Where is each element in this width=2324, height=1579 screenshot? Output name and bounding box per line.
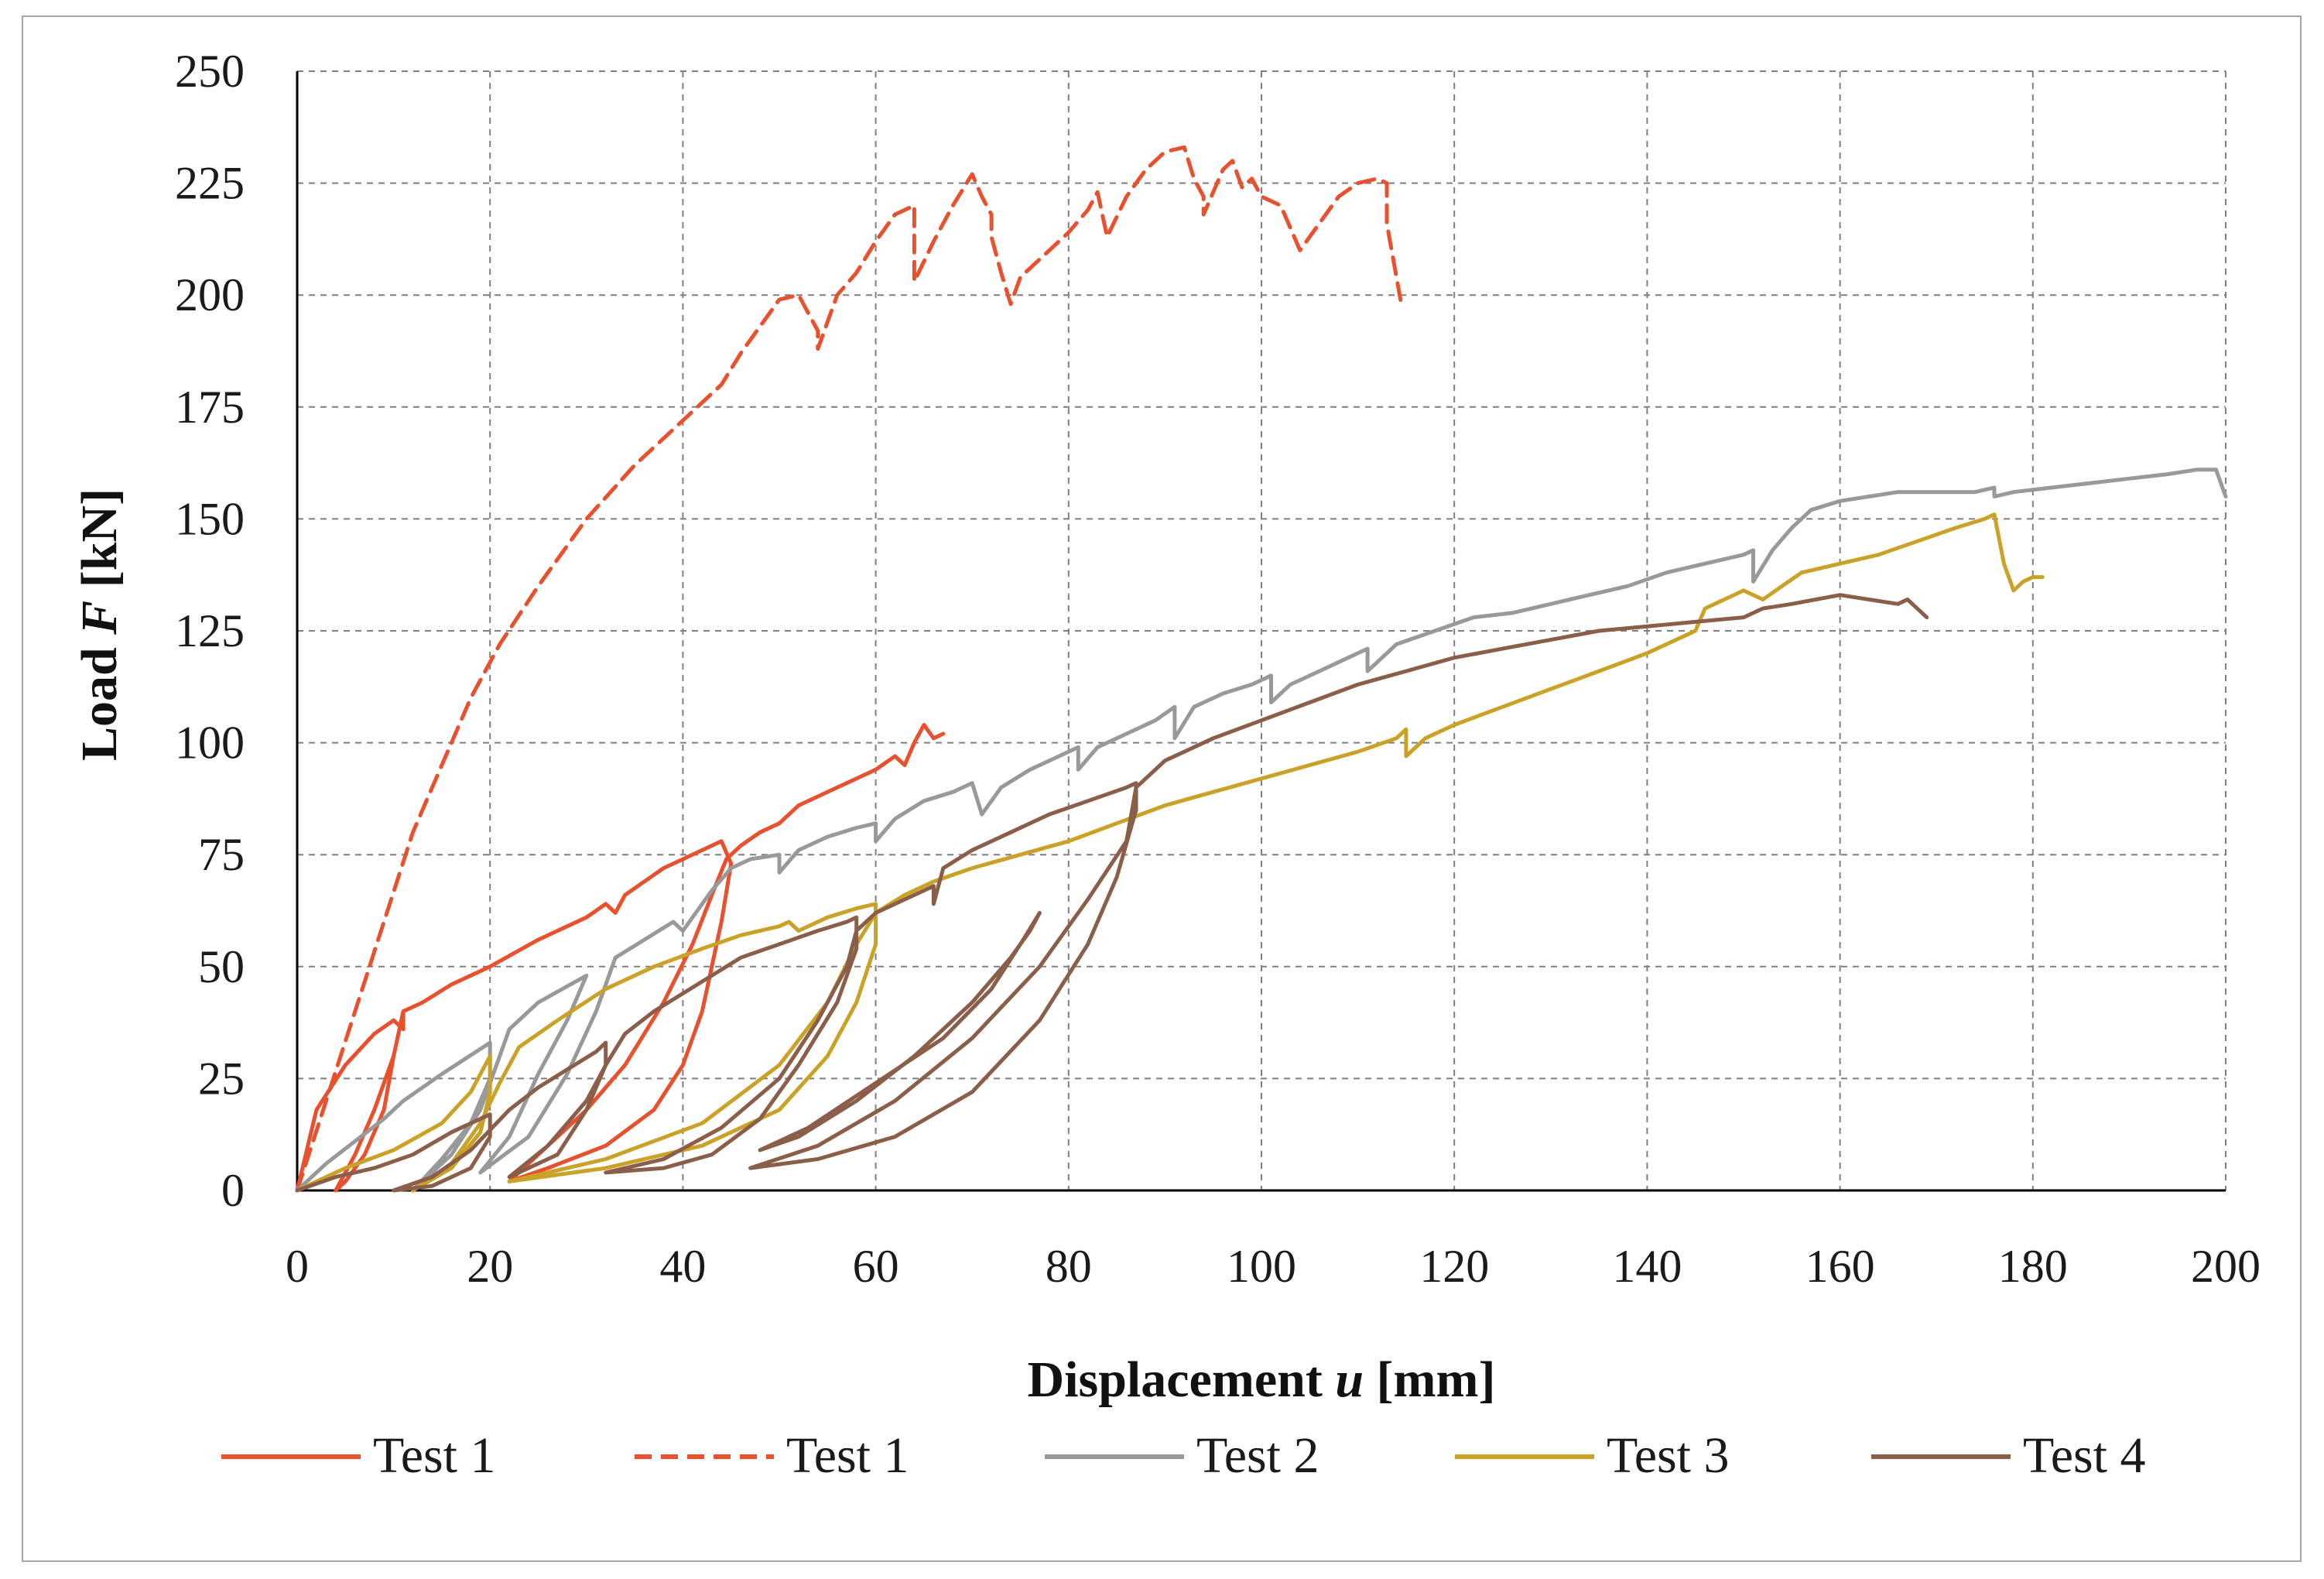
x-tick-label: 20: [467, 1241, 513, 1292]
y-axis-title: Load F [kN]: [71, 488, 128, 761]
x-tick-label: 40: [659, 1241, 706, 1292]
x-tick-label: 180: [1998, 1241, 2068, 1292]
y-tick-label: 100: [175, 718, 245, 769]
figure-frame: 0 25 50 75 100 125 150 175 200 225 250 0 20 40 60 80 10…: [22, 15, 2302, 1562]
x-tick-label: 120: [1419, 1241, 1489, 1292]
x-tick-label: 200: [2191, 1241, 2261, 1292]
x-tick-label: 160: [1805, 1241, 1875, 1292]
y-tick-labels: 0 25 50 75 100 125 150 175 200 225 250: [175, 46, 245, 1216]
grid-lines: [297, 70, 2226, 1190]
legend-label: Test 1: [786, 1427, 909, 1484]
x-tick-label: 60: [853, 1241, 899, 1292]
legend-label: Test 2: [1196, 1427, 1319, 1484]
load-displacement-chart: 0 25 50 75 100 125 150 175 200 225 250 0 20 40 60 80 10…: [71, 46, 2261, 1484]
legend: Test 1 Test 1 Test 2 Test 3 Test 4: [221, 1427, 2146, 1484]
y-tick-label: 25: [198, 1053, 245, 1104]
x-tick-label: 80: [1046, 1241, 1092, 1292]
y-tick-label: 200: [175, 269, 245, 320]
y-tick-label: 150: [175, 493, 245, 544]
legend-label: Test 4: [2023, 1427, 2146, 1484]
x-tick-label: 140: [1612, 1241, 1682, 1292]
series-line-6: [295, 593, 1929, 1193]
legend-label: Test 3: [1607, 1427, 1730, 1484]
x-axis-title: Displacement u [mm]: [1028, 1351, 1496, 1408]
x-tick-label: 100: [1227, 1241, 1296, 1292]
axes: [296, 71, 2226, 1192]
legend-label: Test 1: [373, 1427, 496, 1484]
series-line-1: [295, 723, 946, 1193]
series-line-7: [758, 910, 1042, 1153]
series-line-4: [295, 468, 2228, 1193]
y-tick-label: 250: [175, 46, 245, 97]
y-tick-label: 225: [175, 158, 245, 209]
y-tick-label: 125: [175, 605, 245, 656]
series-group: [295, 145, 2228, 1193]
x-tick-label: 0: [286, 1241, 309, 1292]
y-tick-label: 75: [198, 829, 245, 880]
y-tick-label: 50: [198, 941, 245, 992]
series-line-2: [334, 1009, 406, 1193]
y-tick-label: 175: [175, 382, 245, 433]
series-line-3: [295, 145, 1404, 1193]
series-line-5: [295, 512, 2045, 1193]
y-tick-label: 0: [221, 1165, 245, 1216]
x-tick-labels: 0 20 40 60 80 100 120 140 160 180 200: [286, 1241, 2261, 1292]
